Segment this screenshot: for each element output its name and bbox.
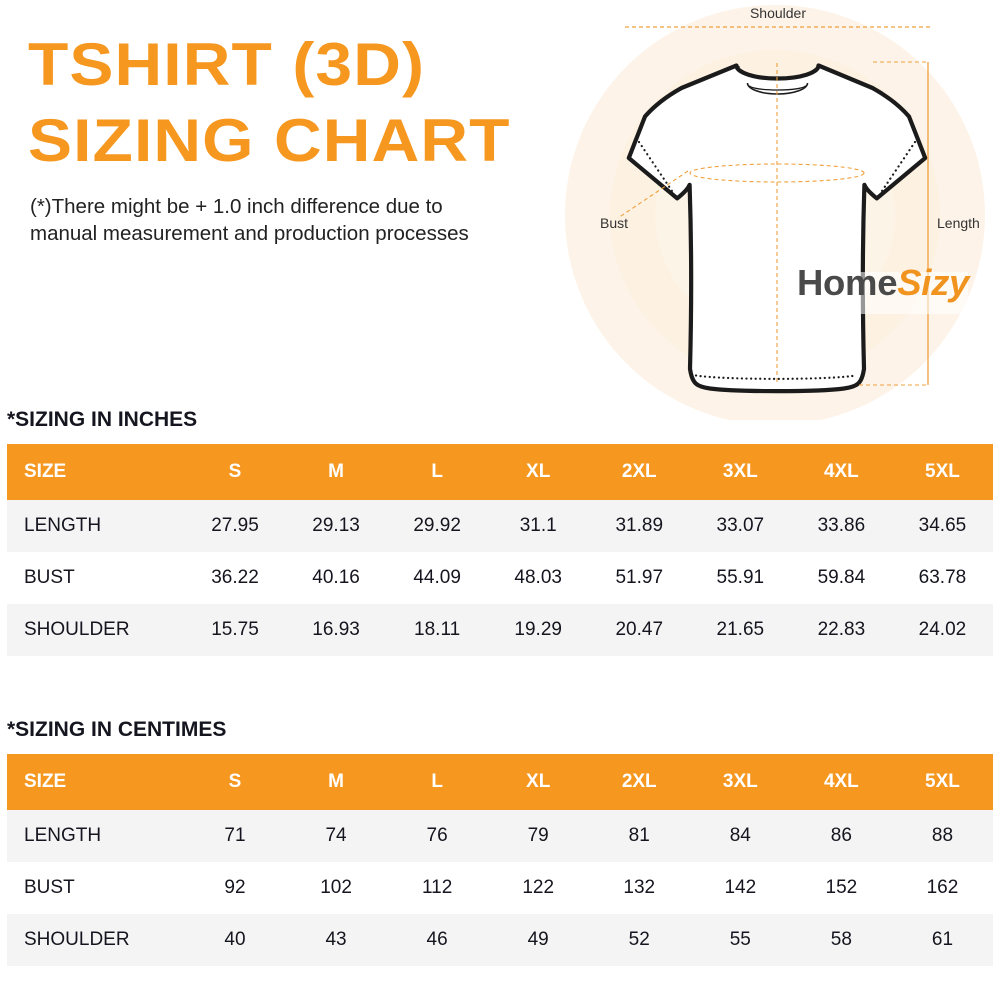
svg-text:Length: Length bbox=[937, 215, 980, 231]
svg-text:Bust: Bust bbox=[600, 215, 628, 231]
